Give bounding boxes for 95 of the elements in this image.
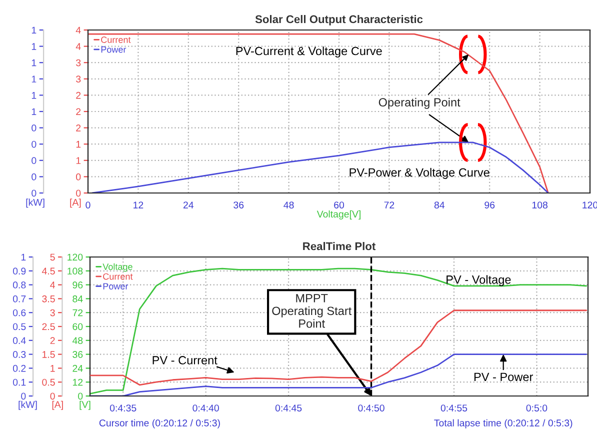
x-tick-label: 108 bbox=[532, 202, 548, 208]
chart-title: Solar Cell Output Characteristic bbox=[255, 15, 423, 26]
y2-tick-label: 3 bbox=[50, 309, 55, 316]
legend-label: Current bbox=[103, 273, 133, 280]
y2-tick-label: 1.5 bbox=[42, 351, 55, 358]
y-tick-label: 2 bbox=[76, 108, 81, 116]
x-tick-label: 0:4:40 bbox=[192, 404, 219, 412]
annotation: PV-Power & Voltage Curve bbox=[350, 168, 490, 179]
legend-label: Current bbox=[101, 36, 131, 43]
y3-tick-label: 0.8 bbox=[12, 282, 26, 288]
y3-tick-label: 1 bbox=[21, 254, 26, 261]
y2-tick-label: 2.5 bbox=[42, 323, 55, 330]
y2-tick-label: 1 bbox=[32, 43, 36, 50]
y2-tick-label: 1 bbox=[32, 108, 36, 116]
y3-tick-label: 0.6 bbox=[12, 309, 26, 316]
y-tick-label: 36 bbox=[72, 351, 83, 358]
y-tick-label: 48 bbox=[72, 337, 83, 344]
y2-tick-label: 1 bbox=[32, 26, 36, 34]
legend-label: Power bbox=[101, 46, 126, 53]
y-tick-label: 108 bbox=[68, 268, 83, 275]
x-tick-label: 0:4:35 bbox=[110, 404, 136, 412]
y3-tick-label: 0.9 bbox=[12, 268, 26, 275]
x-tick-label: 0:4:45 bbox=[275, 404, 302, 412]
y3-axis-title: [kW] bbox=[18, 400, 37, 410]
y2-axis-title: [kW] bbox=[26, 198, 44, 208]
annotation: PV - Current bbox=[152, 356, 218, 364]
x-tick-label: 12 bbox=[134, 202, 144, 208]
legend-label: Voltage bbox=[102, 263, 132, 272]
y2-tick-label: 0 bbox=[50, 392, 55, 400]
chart-title: RealTime Plot bbox=[303, 242, 376, 250]
line-series bbox=[91, 142, 549, 193]
annotation: MPPT Operating Start Point bbox=[272, 294, 352, 328]
y-tick-label: 72 bbox=[72, 309, 83, 316]
y-tick-label: 2 bbox=[76, 92, 81, 99]
x-tick-label: 0 bbox=[86, 202, 90, 208]
x-tick-label: 0:5:0 bbox=[526, 404, 548, 412]
y2-tick-label: 0 bbox=[32, 173, 36, 180]
annotation: Operating Point bbox=[378, 98, 460, 109]
y2-tick-label: 0 bbox=[32, 124, 36, 132]
y-tick-label: 96 bbox=[72, 282, 83, 288]
y-tick-label: 24 bbox=[72, 364, 83, 372]
y2-tick-label: 0 bbox=[32, 157, 36, 164]
x-tick-label: 48 bbox=[284, 202, 294, 208]
y2-tick-label: 1 bbox=[32, 59, 36, 66]
x-tick-label: 36 bbox=[234, 202, 244, 208]
y-tick-label: 4 bbox=[76, 43, 81, 50]
line-series bbox=[88, 33, 549, 193]
y-tick-label: 0 bbox=[76, 173, 81, 180]
y2-tick-label: 5 bbox=[50, 254, 55, 261]
y3-tick-label: 0.2 bbox=[12, 364, 26, 372]
y-tick-label: 0 bbox=[78, 392, 83, 400]
y-tick-label: 2 bbox=[76, 124, 81, 132]
y3-tick-label: 0.5 bbox=[12, 323, 26, 330]
x-tick-label: 72 bbox=[384, 202, 394, 208]
annotation: PV - Power bbox=[474, 372, 533, 382]
y3-tick-label: 0.7 bbox=[12, 295, 26, 302]
y-tick-label: 60 bbox=[72, 323, 83, 330]
x-axis-title: Voltage[V] bbox=[316, 210, 360, 220]
y2-tick-label: 1 bbox=[32, 92, 36, 99]
text: Cursor time (0:20:12 / 0:5:3) bbox=[99, 419, 220, 428]
y2-tick-label: 1 bbox=[32, 76, 36, 82]
y2-tick-label: 0.5 bbox=[42, 378, 55, 386]
y-tick-label: 3 bbox=[76, 59, 81, 66]
x-tick-label: 96 bbox=[484, 202, 495, 208]
y-tick-label: 1 bbox=[76, 157, 81, 164]
x-tick-label: 0:4:55 bbox=[440, 404, 468, 412]
y3-tick-label: 0.4 bbox=[12, 337, 26, 344]
y2-tick-label: 0 bbox=[32, 190, 36, 197]
y-tick-label: 4 bbox=[76, 26, 81, 34]
y2-tick-label: 1 bbox=[50, 365, 55, 372]
y-tick-label: 1 bbox=[76, 140, 81, 148]
annotation: PV - Voltage bbox=[446, 275, 511, 286]
x-tick-label: 84 bbox=[434, 202, 445, 208]
y-axis-title: [V] bbox=[80, 400, 90, 410]
y3-tick-label: 0 bbox=[21, 392, 26, 400]
y2-tick-label: 2 bbox=[50, 337, 55, 344]
y2-tick-label: 3.5 bbox=[42, 295, 55, 302]
y2-tick-label: 4.5 bbox=[42, 268, 55, 275]
legend-label: Power bbox=[103, 283, 128, 290]
y2-tick-label: 0 bbox=[32, 140, 36, 148]
y2-axis-title: [A] bbox=[52, 400, 63, 410]
y-axis-title: [A] bbox=[70, 198, 81, 208]
y2-tick-label: 4 bbox=[50, 282, 55, 288]
y3-tick-label: 0.3 bbox=[12, 351, 26, 358]
y-tick-label: 84 bbox=[72, 295, 83, 302]
y-tick-label: 3 bbox=[76, 76, 81, 83]
x-tick-label: 60 bbox=[334, 202, 344, 208]
y3-tick-label: 0.1 bbox=[12, 378, 26, 386]
text: Total lapse time (0:20:12 / 0:5:3) bbox=[434, 419, 572, 428]
y-tick-label: 120 bbox=[68, 254, 83, 261]
y-tick-label: 12 bbox=[72, 378, 83, 386]
y-tick-label: 0 bbox=[76, 190, 81, 197]
x-tick-label: 0:4:50 bbox=[358, 404, 384, 412]
annotation: PV-Current & Voltage Curve bbox=[236, 46, 382, 58]
x-tick-label: 24 bbox=[183, 202, 194, 208]
